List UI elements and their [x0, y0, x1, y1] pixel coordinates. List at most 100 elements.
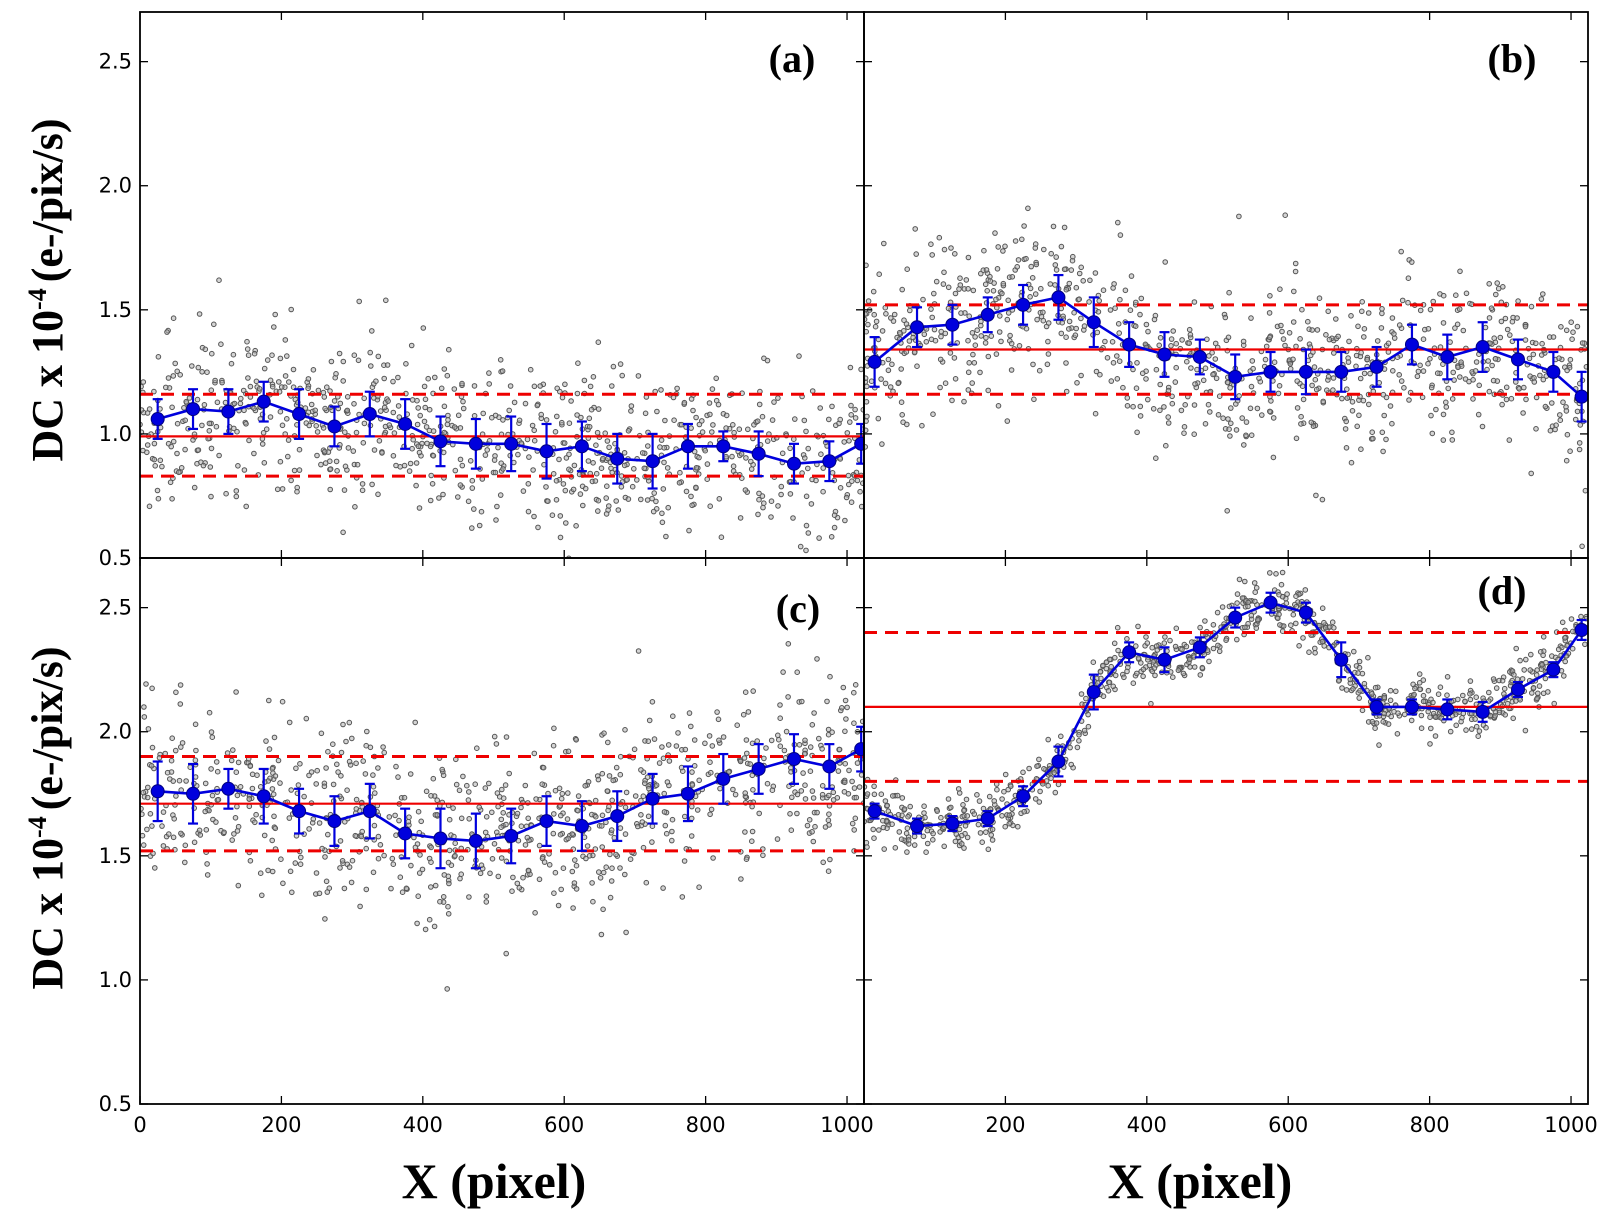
- scatter-point: [975, 821, 982, 828]
- scatter-point: [553, 478, 560, 484]
- scatter-point: [1563, 408, 1570, 414]
- scatter-point: [1172, 379, 1179, 385]
- scatter-point: [545, 498, 551, 505]
- scatter-point: [1284, 591, 1290, 597]
- scatter-point: [294, 488, 300, 495]
- scatter-point: [1110, 683, 1116, 690]
- scatter-point: [266, 697, 272, 704]
- scatter-point: [1502, 712, 1508, 718]
- scatter-point: [646, 785, 652, 792]
- scatter-point: [408, 862, 414, 869]
- scatter-point: [666, 758, 673, 764]
- scatter-point: [1137, 311, 1143, 318]
- scatter-point: [942, 330, 949, 337]
- scatter-point: [557, 831, 564, 838]
- scatter-point: [1128, 273, 1135, 279]
- scatter-point: [638, 797, 644, 804]
- scatter-point: [747, 589, 752, 594]
- scatter-point: [406, 814, 412, 821]
- scatter-point: [571, 880, 578, 886]
- scatter-point: [460, 773, 466, 780]
- scatter-point: [1568, 319, 1574, 326]
- scatter-point: [414, 421, 421, 428]
- scatter-point: [524, 834, 531, 841]
- scatter-point: [259, 892, 265, 899]
- scatter-point: [282, 337, 289, 343]
- scatter-point: [403, 885, 410, 892]
- scatter-point: [849, 478, 855, 485]
- scatter-point: [182, 842, 189, 849]
- scatter-point: [592, 478, 599, 484]
- scatter-point: [903, 830, 910, 837]
- scatter-point: [1440, 292, 1447, 299]
- scatter-point: [467, 458, 474, 464]
- scatter-point: [796, 742, 803, 748]
- scatter-point: [178, 830, 184, 837]
- scatter-point: [1506, 437, 1513, 443]
- scatter-point: [696, 454, 702, 461]
- scatter-point: [588, 406, 595, 413]
- scatter-point: [141, 714, 148, 720]
- scatter-point: [267, 377, 274, 384]
- scatter-point: [1100, 287, 1107, 294]
- scatter-point: [584, 843, 591, 849]
- scatter-point: [1417, 362, 1423, 369]
- scatter-point: [903, 321, 910, 327]
- scatter-point: [1078, 264, 1084, 271]
- scatter-point: [1066, 326, 1072, 332]
- scatter-point: [484, 447, 491, 453]
- scatter-point: [181, 405, 187, 411]
- scatter-point: [1476, 382, 1482, 389]
- scatter-point: [922, 814, 928, 821]
- scatter-point: [1173, 340, 1179, 347]
- scatter-point: [1457, 268, 1463, 275]
- scatter-point: [1562, 658, 1568, 665]
- scatter-point: [252, 819, 258, 826]
- scatter-point: [932, 337, 939, 344]
- scatter-point: [852, 815, 859, 822]
- scatter-point: [572, 857, 578, 863]
- scatter-point: [970, 287, 977, 294]
- scatter-point: [1452, 325, 1458, 331]
- x-axis-title-left: X (pixel): [402, 1153, 587, 1209]
- scatter-point: [166, 831, 172, 837]
- scatter-point: [638, 767, 644, 773]
- scatter-point: [1135, 623, 1141, 630]
- scatter-point: [497, 357, 504, 363]
- scatter-point: [1080, 278, 1086, 284]
- scatter-point: [885, 356, 892, 363]
- scatter-point: [367, 349, 374, 356]
- scatter-point: [1223, 637, 1229, 644]
- scatter-point: [1435, 691, 1442, 698]
- scatter-point: [596, 869, 602, 875]
- scatter-point: [622, 831, 629, 837]
- scatter-point: [193, 747, 199, 754]
- binned-mean-marker: [751, 761, 766, 776]
- scatter-point: [1076, 732, 1082, 738]
- scatter-point: [444, 372, 451, 379]
- scatter-point: [337, 400, 344, 407]
- scatter-point: [948, 804, 954, 811]
- scatter-point: [1097, 371, 1103, 378]
- scatter-point: [1522, 727, 1529, 734]
- scatter-point: [1063, 286, 1070, 293]
- scatter-point: [658, 387, 664, 393]
- scatter-point: [847, 364, 854, 371]
- scatter-point: [1114, 353, 1120, 359]
- scatter-point: [801, 417, 808, 424]
- scatter-point: [788, 827, 795, 834]
- scatter-point: [1430, 298, 1436, 305]
- scatter-point: [306, 422, 313, 429]
- scatter-point: [209, 734, 216, 741]
- scatter-point: [396, 817, 402, 824]
- scatter-point: [664, 465, 671, 471]
- scatter-point: [165, 375, 172, 381]
- scatter-point: [961, 807, 967, 814]
- scatter-point: [1579, 543, 1585, 550]
- scatter-point: [305, 376, 312, 382]
- binned-mean-marker: [221, 404, 236, 419]
- scatter-point: [760, 504, 766, 511]
- scatter-point: [385, 398, 391, 404]
- scatter-point: [1499, 401, 1505, 408]
